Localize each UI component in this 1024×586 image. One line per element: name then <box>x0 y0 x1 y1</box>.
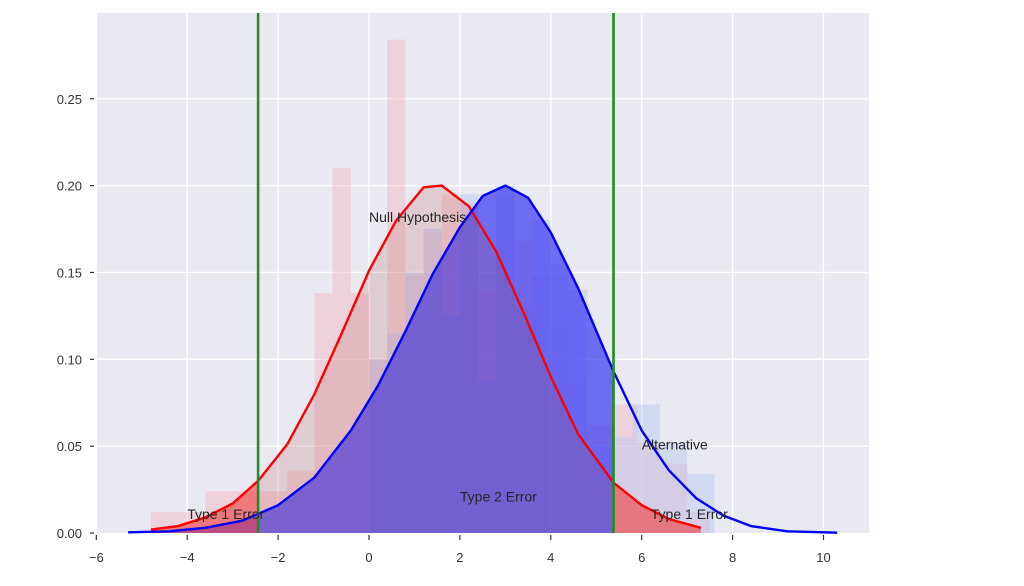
x-tick-label: 4 <box>547 550 554 565</box>
y-tick-label: 0.10 <box>57 352 82 367</box>
type-1-error-left-region <box>150 480 259 533</box>
histogram-bar <box>687 473 715 533</box>
x-tick-label: 2 <box>456 550 463 565</box>
y-tick-label: 0.20 <box>57 179 82 194</box>
x-tick-label: 6 <box>638 550 645 565</box>
x-tick-label: 10 <box>816 550 830 565</box>
type-2-error-region <box>128 185 614 533</box>
x-tick-label: 0 <box>365 550 372 565</box>
type-1-error-right-region <box>613 482 701 533</box>
critical-value-lines <box>256 13 615 533</box>
annotation-type-1-error-right: Type 1 Error <box>651 506 728 522</box>
y-tick-label: 0.05 <box>57 439 82 454</box>
x-tick-label: −6 <box>89 550 104 565</box>
y-axis: 0.00 0.05 0.10 0.15 0.20 0.25 <box>57 92 94 541</box>
null-hypothesis-curve <box>150 184 702 531</box>
x-tick-label: −2 <box>271 550 286 565</box>
y-tick-label: 0.15 <box>57 265 82 280</box>
annotation-type-2-error: Type 2 Error <box>460 489 537 505</box>
overlap-region <box>258 185 614 533</box>
y-tick-label: 0.25 <box>57 92 82 107</box>
annotation-alternative: Alternative <box>642 436 708 452</box>
annotations: Null Hypothesis Alternative Type 2 Error… <box>187 209 728 522</box>
x-tick-label: 8 <box>729 550 736 565</box>
y-tick-label: 0.00 <box>57 526 82 541</box>
annotation-null-hypothesis: Null Hypothesis <box>369 209 466 225</box>
annotation-type-1-error-left: Type 1 Error <box>187 506 264 522</box>
error-regions <box>128 185 701 533</box>
x-axis: −6 −4 −2 0 2 4 6 8 10 <box>89 535 831 565</box>
x-tick-label: −4 <box>180 550 195 565</box>
